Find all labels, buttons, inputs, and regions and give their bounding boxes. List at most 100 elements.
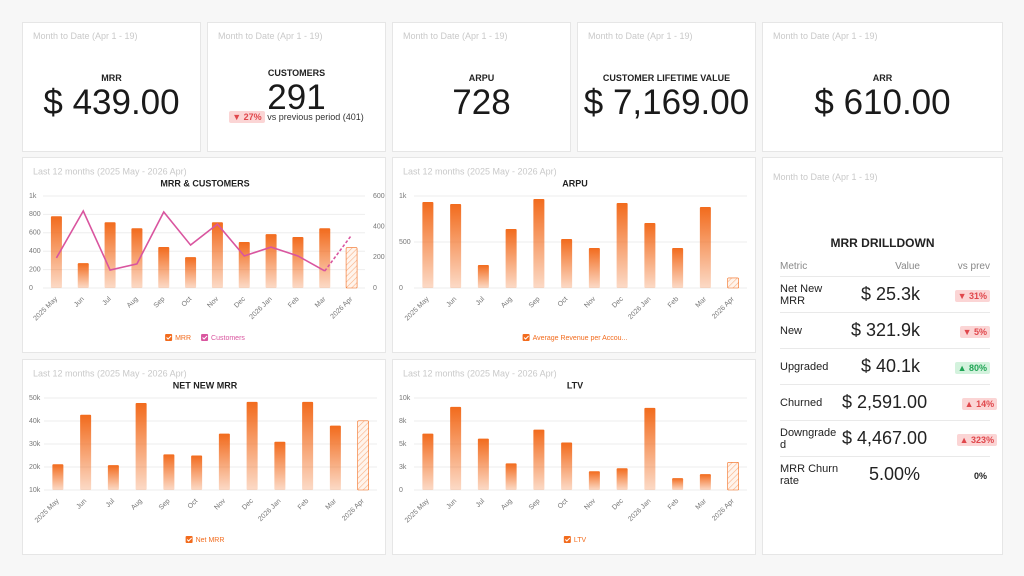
delta-note: vs previous period (401) xyxy=(267,112,364,122)
bar xyxy=(450,204,462,288)
chart-subtitle: Last 12 months (2025 May - 2026 Apr) xyxy=(33,166,187,176)
x-tick-label: Jun xyxy=(75,498,88,511)
x-tick-label: Jul xyxy=(102,295,114,307)
chart: Last 12 months (2025 May - 2026 Apr) MRR … xyxy=(29,166,385,341)
x-tick-label: Aug xyxy=(126,296,140,310)
change-cell: ▼ 5% xyxy=(928,322,990,340)
bar xyxy=(561,238,573,288)
bar xyxy=(588,247,600,288)
bar xyxy=(50,216,62,288)
legend-check xyxy=(166,335,172,340)
change-cell: ▼ 31% xyxy=(928,286,990,304)
x-tick-label: 2026 Apr xyxy=(341,497,366,522)
bar xyxy=(191,455,203,490)
bar xyxy=(561,442,573,490)
kpi-card: Month to Date (Apr 1 - 19) MRR $ 439.00 xyxy=(22,22,201,152)
card-title: ARR xyxy=(872,73,893,83)
x-tick-label: Dec xyxy=(611,295,625,309)
bar xyxy=(52,464,64,490)
bar xyxy=(319,228,331,288)
column-header: Metric xyxy=(780,260,808,272)
metric-value: $ 25.3k xyxy=(860,284,920,304)
x-tick-label: 2026 Apr xyxy=(711,497,736,522)
legend-check xyxy=(186,537,192,542)
bar xyxy=(644,222,656,288)
metric: Upgraded xyxy=(780,360,829,373)
kpi-card: Month to Date (Apr 1 - 19) ARR $ 610.00 xyxy=(762,22,1003,152)
y-tick-label: 600 xyxy=(29,230,41,237)
bar xyxy=(246,401,258,490)
kpi-card: Month to Date (Apr 1 - 19) CUSTOMERS 291 ▼ … xyxy=(207,22,386,152)
x-tick-label: Feb xyxy=(667,498,681,512)
card-title: CUSTOMER LIFETIME VALUE xyxy=(602,73,731,83)
y-tick-label: 10k xyxy=(29,487,41,494)
y2-tick-label: 200 xyxy=(373,254,385,261)
card-value: $ 439.00 xyxy=(43,83,180,122)
bar xyxy=(329,425,341,490)
metric-value: 5.00% xyxy=(868,464,920,484)
metric-value: $ 2,591.00 xyxy=(842,392,928,412)
x-tick-label: Nov xyxy=(206,295,220,309)
bar xyxy=(422,201,434,288)
bar xyxy=(265,234,277,288)
drilldown-panel: Month to Date (Apr 1 - 19) MRR DRILLDOWN M… xyxy=(762,157,1003,555)
x-tick-label: Sep xyxy=(153,296,167,310)
chart-subtitle: Last 12 months (2025 May - 2026 Apr) xyxy=(403,166,557,176)
change-cell: ▲ 14% xyxy=(935,394,998,412)
bar xyxy=(274,441,286,490)
table-row: MRR Churn rate 5.00% 0% xyxy=(780,457,990,492)
change-badge: ▲ 323% xyxy=(956,433,998,446)
x-tick-label: 2025 May xyxy=(32,295,59,322)
chart-panel: Last 12 months (2025 May - 2026 Apr) NET … xyxy=(22,359,386,555)
x-tick-label: 2026 Apr xyxy=(330,295,355,320)
x-tick-label: Mar xyxy=(695,295,709,309)
chart-subtitle: Last 12 months (2025 May - 2026 Apr) xyxy=(33,368,187,378)
bar xyxy=(505,229,517,288)
y-tick-label: 50k xyxy=(29,395,41,402)
x-tick-label: 2025 May xyxy=(404,295,431,322)
bar xyxy=(158,247,170,288)
y-tick-label: 400 xyxy=(29,248,41,255)
x-tick-label: Feb xyxy=(667,296,681,310)
change-cell: ▲ 323% xyxy=(935,430,998,448)
y2-tick-label: 600 xyxy=(373,193,385,200)
card-title: CUSTOMERS xyxy=(267,68,326,78)
bar xyxy=(302,401,314,490)
bar xyxy=(672,478,684,490)
chart-panel: Last 12 months (2025 May - 2026 Apr) MRR … xyxy=(22,157,386,353)
x-tick-label: Mar xyxy=(695,497,709,511)
chart: Last 12 months (2025 May - 2026 Apr) LTV 0… xyxy=(399,368,747,544)
bar xyxy=(588,471,600,490)
x-tick-label: Oct xyxy=(557,296,570,309)
chart: Last 12 months (2025 May - 2026 Apr) NET … xyxy=(29,368,377,544)
card-subtitle: Month to Date (Apr 1 - 19) xyxy=(403,31,508,41)
y-tick-label: 500 xyxy=(399,239,411,246)
table-row: Churned $ 2,591.00 ▲ 14% xyxy=(780,385,998,421)
x-tick-label: Sep xyxy=(158,498,172,512)
x-tick-label: Oct xyxy=(187,498,200,511)
chart-title: NET NEW MRR xyxy=(173,380,238,390)
legend-check xyxy=(523,335,529,340)
card-subtitle: Month to Date (Apr 1 - 19) xyxy=(33,31,138,41)
legend-swatch xyxy=(185,536,193,543)
table-row: Downgraded $ 4,467.00 ▲ 323% xyxy=(780,421,998,457)
bar xyxy=(77,263,89,288)
x-tick-label: 2025 May xyxy=(404,497,431,524)
y-tick-label: 40k xyxy=(29,418,41,425)
legend-check xyxy=(564,537,571,542)
bar xyxy=(422,433,434,490)
legend: LTV xyxy=(563,536,587,544)
legend-swatch xyxy=(201,334,209,341)
card-title: MRR xyxy=(101,73,122,83)
y-tick-label: 20k xyxy=(29,464,41,471)
x-tick-label: Sep xyxy=(528,498,542,512)
bar xyxy=(131,228,143,288)
x-tick-label: Nov xyxy=(583,497,597,511)
x-tick-label: 2026 Jan xyxy=(257,498,282,523)
chart-panel: Last 12 months (2025 May - 2026 Apr) ARPU… xyxy=(392,157,756,353)
bar xyxy=(211,222,223,288)
legend-label: Average Revenue per Accou... xyxy=(533,335,628,342)
metric: Net New MRR xyxy=(780,282,823,307)
legend-label: LTV xyxy=(574,537,587,544)
